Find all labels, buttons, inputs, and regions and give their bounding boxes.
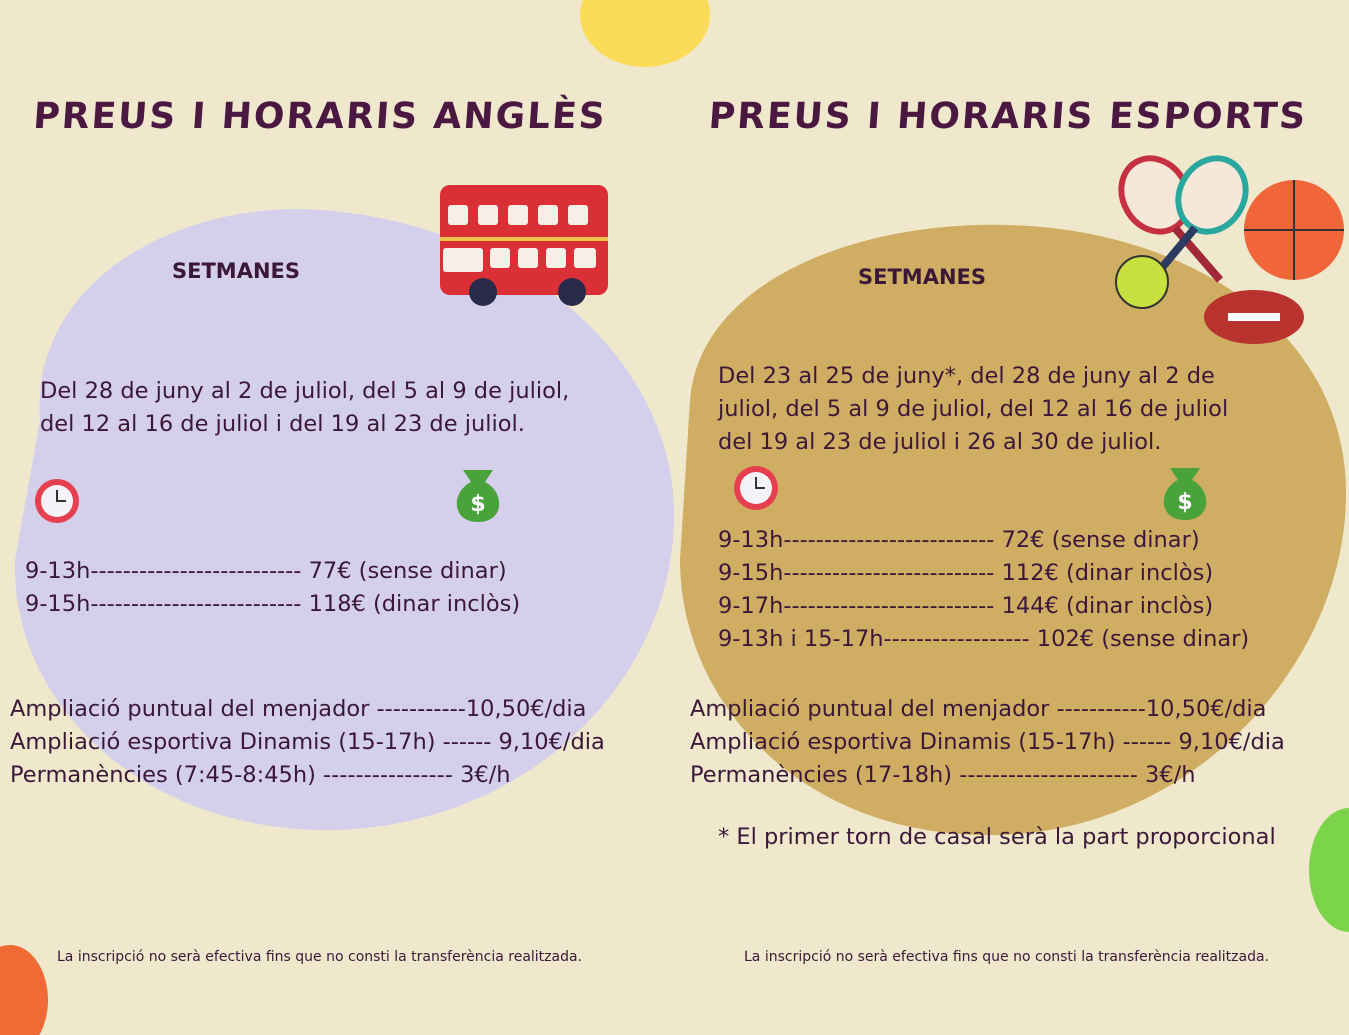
- price-line: 9-15h-------------------------- 112€ (di…: [718, 560, 1214, 586]
- extra-line: Permanències (17-18h) ------------------…: [690, 762, 1196, 788]
- price-line: 9-13h-------------------------- 77€ (sen…: [25, 558, 507, 584]
- bus-icon: [440, 185, 608, 306]
- dates: Del 23 al 25 de juny*, del 28 de juny al…: [718, 360, 1228, 459]
- price-line: 9-13h-------------------------- 72€ (sen…: [718, 527, 1200, 553]
- clock-icon: [35, 479, 79, 523]
- price-line: 9-17h-------------------------- 144€ (di…: [718, 593, 1214, 619]
- svg-text:$: $: [470, 492, 485, 517]
- extra-line: Permanències (7:45-8:45h) --------------…: [10, 762, 511, 788]
- prices: 9-13h-------------------------- 72€ (sen…: [718, 524, 1249, 656]
- footer: La inscripció no serà efectiva fins que …: [744, 949, 1270, 965]
- extra-line: Ampliació esportiva Dinamis (15-17h) ---…: [10, 729, 605, 755]
- date-line: juliol, del 5 al 9 de juliol, del 12 al …: [718, 396, 1229, 422]
- weeks-label: SETMANES: [172, 259, 300, 283]
- extra-line: Ampliació puntual del menjador ---------…: [690, 696, 1267, 722]
- extras: Ampliació puntual del menjador ---------…: [690, 693, 1285, 792]
- date-line: del 19 al 23 de juliol i 26 al 30 de jul…: [718, 429, 1162, 455]
- price-line: 9-13h i 15-17h------------------ 102€ (s…: [718, 626, 1250, 652]
- sports-icons: [1115, 155, 1344, 344]
- money-icon: $: [1163, 468, 1207, 520]
- footer: La inscripció no serà efectiva fins que …: [57, 949, 583, 965]
- extra-line: Ampliació esportiva Dinamis (15-17h) ---…: [690, 729, 1285, 755]
- title: PREUS I HORARIS ESPORTS: [707, 96, 1309, 137]
- dates: Del 28 de juny al 2 de juliol, del 5 al …: [40, 375, 569, 441]
- extras: Ampliació puntual del menjador ---------…: [10, 693, 605, 792]
- date-line: del 12 al 16 de juliol i del 19 al 23 de…: [40, 411, 525, 437]
- date-line: Del 28 de juny al 2 de juliol, del 5 al …: [40, 378, 570, 404]
- clock-icon: [734, 466, 778, 510]
- extra-line: Ampliació puntual del menjador ---------…: [10, 696, 587, 722]
- note: * El primer torn de casal serà la part p…: [718, 824, 1276, 850]
- weeks-label: SETMANES: [858, 265, 986, 289]
- money-icon: $: [456, 470, 500, 522]
- prices: 9-13h-------------------------- 77€ (sen…: [25, 555, 520, 621]
- title: PREUS I HORARIS ANGLÈS: [31, 96, 609, 137]
- svg-text:$: $: [1177, 490, 1192, 515]
- date-line: Del 23 al 25 de juny*, del 28 de juny al…: [718, 363, 1215, 389]
- price-line: 9-15h-------------------------- 118€ (di…: [25, 591, 521, 617]
